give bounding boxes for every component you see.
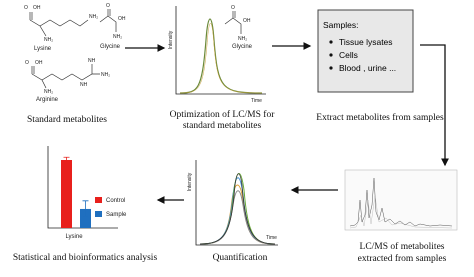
legend-swatch [95, 197, 102, 203]
legend-label: Sample [106, 212, 127, 218]
atom-label: NH₂ [238, 36, 247, 42]
step-caption: standard metabolites [183, 121, 262, 131]
atom-label: OH [33, 5, 41, 11]
box-title: Samples: [323, 20, 358, 30]
structure-name: Lysine [34, 46, 52, 52]
axis-label: Intensity [168, 30, 174, 49]
step-caption: Quantification [213, 252, 268, 263]
atom-label: NH [88, 58, 96, 64]
atom-label: O [106, 3, 110, 9]
step-caption: Standard metabolites [27, 115, 107, 125]
atom-label: NH₂ [44, 37, 53, 43]
samples-box: Samples: Tissue lysates Cells Blood , ur… [317, 9, 414, 93]
atom-label: NH₂ [44, 89, 53, 95]
quantification-chromatogram: Intensity Time [187, 160, 278, 246]
axis-label: Intensity [187, 172, 193, 191]
atom-label: OH [243, 18, 251, 24]
atom-label: OH [35, 60, 43, 66]
atom-label: NH₂ [113, 34, 122, 40]
bar [80, 208, 91, 228]
flow-arrow [420, 44, 449, 167]
sample-item: Tissue lysates [339, 37, 393, 47]
bar [61, 160, 72, 228]
structure-name: Glycine [232, 44, 253, 50]
axis-label: Time [251, 98, 262, 104]
sample-item: Blood , urine ... [339, 63, 396, 73]
error-bar [63, 156, 70, 164]
step-caption: Extract metabolites from samples [316, 112, 444, 123]
legend-swatch [95, 211, 102, 217]
step-caption: Statistical and bioinformatics analysis [13, 252, 158, 263]
sample-item: Cells [339, 50, 358, 60]
arginine-structure: O OH NH₂ NH NH₂ NH Arginine [25, 58, 110, 103]
structure-name: Arginine [36, 97, 59, 103]
optimization-chromatogram: Intensity Time O OH NH₂ Glycine [168, 5, 266, 104]
structure-name: Glycine [100, 44, 121, 50]
lcms-chromatogram [344, 169, 458, 231]
step-caption: LC/MS of metabolites [360, 241, 445, 252]
glycine-structure: O OH NH₂ Glycine [99, 3, 126, 50]
step-caption: extracted from samples [358, 253, 447, 264]
error-bar [82, 200, 89, 218]
axis-label: Time [266, 235, 277, 241]
atom-label: O [24, 5, 28, 11]
atom-label: O [231, 5, 235, 11]
legend-label: Control [106, 198, 125, 204]
atom-label: OH [118, 16, 126, 22]
stats-chart: Lysine Control Sample [47, 146, 127, 240]
lysine-structure: O OH NH₂ NH₂ Lysine [24, 5, 98, 52]
atom-label: NH [80, 82, 88, 88]
atom-label: NH₂ [89, 14, 98, 20]
category-label: Lysine [65, 234, 83, 240]
atom-label: O [25, 60, 29, 66]
atom-label: NH₂ [101, 72, 110, 78]
step-caption: Optimization of LC/MS for [170, 109, 276, 120]
